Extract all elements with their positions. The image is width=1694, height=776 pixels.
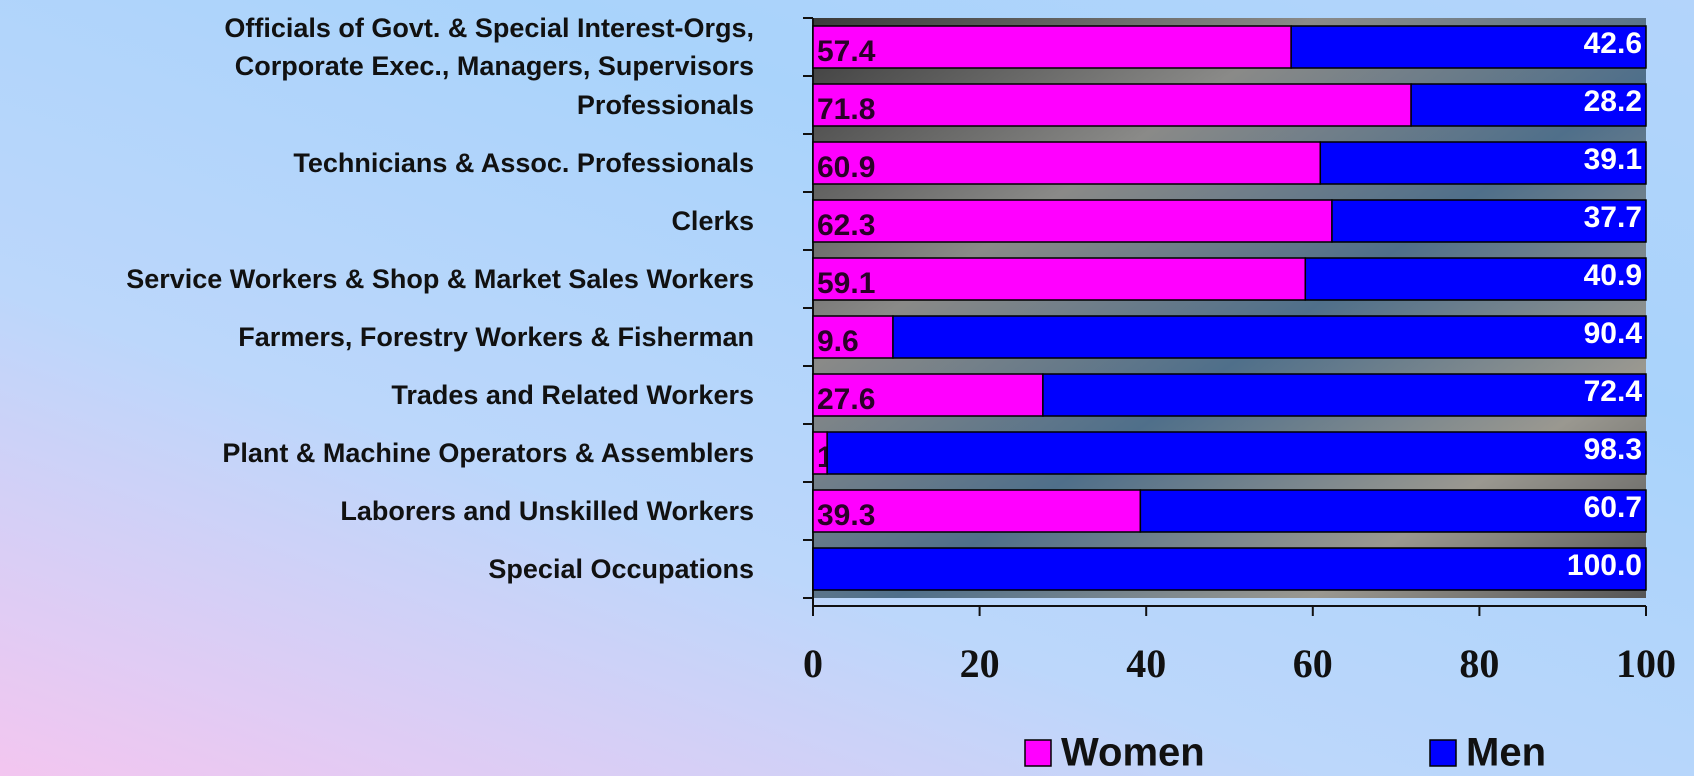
value-label: 59.1 [817, 267, 875, 300]
value-label: 9.6 [817, 325, 859, 358]
category-label: Technicians & Assoc. Professionals [293, 148, 754, 178]
value-label: 100.0 [1567, 549, 1642, 582]
bar-segment [1139, 489, 1647, 533]
value-label: 60.7 [1584, 491, 1642, 524]
bar-segment [812, 141, 1322, 185]
value-label: 62.3 [817, 209, 875, 242]
category-label: Special Occupations [488, 554, 754, 584]
value-label: 28.2 [1584, 85, 1642, 118]
x-tick-label: 0 [803, 641, 823, 686]
legend-label: Men [1466, 731, 1546, 775]
category-label: Professionals [576, 90, 754, 120]
value-label: 71.8 [817, 93, 875, 126]
value-label: 27.6 [817, 383, 875, 416]
value-label: 57.4 [817, 35, 876, 68]
legend-swatch [1429, 739, 1457, 767]
bar-segment [1410, 83, 1647, 127]
bar-segment [1319, 141, 1647, 185]
category-label: Clerks [671, 206, 754, 236]
value-label: 39.1 [1584, 143, 1642, 176]
bar-segment [892, 315, 1647, 359]
value-label: 98.3 [1584, 433, 1642, 466]
value-label: 60.9 [817, 151, 875, 184]
category-label: Farmers, Forestry Workers & Fisherman [238, 322, 754, 352]
x-tick-label: 80 [1459, 641, 1499, 686]
x-tick-label: 40 [1126, 641, 1166, 686]
value-label: 40.9 [1584, 259, 1642, 292]
bar-segment [1290, 25, 1647, 69]
legend-label: Women [1061, 731, 1205, 775]
category-label: Plant & Machine Operators & Assemblers [222, 438, 754, 468]
x-tick-label: 20 [960, 641, 1000, 686]
bar-segment [812, 257, 1307, 301]
category-label: Service Workers & Shop & Market Sales Wo… [126, 264, 754, 294]
bar-segment [812, 373, 1044, 417]
bar-segment [812, 547, 1647, 591]
legend-swatch [1024, 739, 1052, 767]
category-label: Trades and Related Workers [391, 380, 754, 410]
value-label: 90.4 [1584, 317, 1643, 350]
bar-segment [812, 25, 1292, 69]
value-label: 42.6 [1584, 27, 1642, 60]
bar-segment [812, 83, 1412, 127]
bar-segment [1331, 199, 1647, 243]
bar-segment [812, 315, 894, 359]
x-tick-label: 100 [1616, 641, 1676, 686]
category-label: Officials of Govt. & Special Interest-Or… [224, 13, 754, 81]
category-label: Laborers and Unskilled Workers [340, 496, 754, 526]
bar-segment [826, 431, 1647, 475]
value-label: 39.3 [817, 499, 875, 532]
x-tick-label: 60 [1293, 641, 1333, 686]
bar-segment [1042, 373, 1647, 417]
value-label: 72.4 [1584, 375, 1643, 408]
bar-segment [1304, 257, 1647, 301]
bar-segment [812, 199, 1333, 243]
value-label: 37.7 [1584, 201, 1642, 234]
